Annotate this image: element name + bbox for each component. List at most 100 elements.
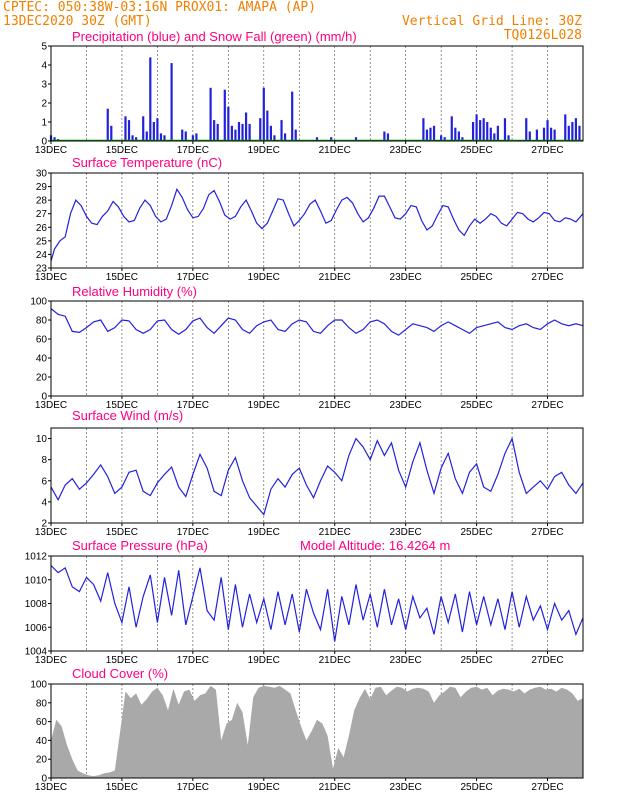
precipitation-bar [457, 131, 460, 141]
model-altitude-note: Model Altitude: 16.4264 m [300, 538, 450, 553]
pressure-line [50, 565, 584, 642]
precipitation-bar [227, 106, 230, 141]
precipitation-bar [181, 129, 184, 141]
precipitation-xtick-label: 15DEC [106, 145, 138, 156]
cloud-cover-panel: Cloud Cover (%) 0 20 40 60 80 100 13DEC 15DEC 17… [30, 666, 584, 793]
precipitation-xtick-label: 25DEC [460, 145, 492, 156]
precipitation-bar [106, 108, 109, 141]
precipitation-bar [259, 118, 262, 141]
precipitation-bar [479, 120, 482, 141]
precipitation-xtick-label: 21DEC [319, 145, 351, 156]
cloud-cover-xtick-label: 15DEC [106, 782, 138, 793]
precipitation-bar [578, 125, 581, 141]
precipitation-bar [425, 129, 429, 141]
temperature-xtick-label: 23DEC [390, 272, 422, 283]
wind-xtick-label: 15DEC [106, 527, 138, 538]
wind-ytick-label: 8 [41, 455, 47, 466]
cloud-cover-area [51, 685, 583, 778]
precipitation-bar [127, 120, 131, 141]
precipitation-bar [213, 120, 216, 141]
temperature-xtick-label: 21DEC [319, 272, 351, 283]
precipitation-xtick-label: 19DEC [248, 145, 280, 156]
precipitation-bar [553, 129, 556, 141]
precipitation-bar [315, 137, 319, 141]
pressure-ytick-label: 1008 [25, 599, 48, 610]
humidity-xtick-label: 23DEC [390, 400, 422, 411]
precipitation-bar [209, 87, 212, 141]
humidity-xtick-label: 19DEC [248, 400, 280, 411]
precipitation-bar [493, 133, 496, 141]
humidity-panel: Relative Humidity (%) 0 20 40 60 80 100 13DEC 1… [30, 284, 584, 411]
precipitation-bar [156, 118, 159, 141]
precipitation-bar [283, 133, 287, 141]
temperature-xtick-label: 17DEC [177, 272, 209, 283]
temperature-line [50, 187, 584, 262]
precipitation-bar [528, 131, 531, 141]
precipitation-ytick-label: 5 [41, 42, 47, 53]
precipitation-bar [152, 122, 155, 141]
temperature-frame [50, 172, 584, 269]
humidity-xtick-label: 13DEC [35, 400, 67, 411]
cloud-cover-xtick-label: 23DEC [390, 782, 422, 793]
wind-xtick-label: 21DEC [319, 527, 351, 538]
cloud-cover-ytick-label: 20 [36, 755, 48, 766]
precipitation-bar [223, 89, 226, 141]
pressure-xtick-label: 13DEC [35, 655, 67, 666]
pressure-panel: Surface Pressure (hPa) Model Altitude: 1… [25, 538, 584, 666]
precipitation-bar [525, 118, 528, 141]
wind-xtick-label: 19DEC [248, 527, 280, 538]
cloud-cover-title: Cloud Cover (%) [72, 666, 168, 681]
precipitation-bar [291, 91, 294, 141]
pressure-title: Surface Pressure (hPa) [72, 538, 208, 553]
precipitation-bar [432, 125, 436, 141]
precipitation-bar [234, 129, 237, 141]
temperature-xtick-label: 19DEC [248, 272, 280, 283]
pressure-ytick-label: 1004 [25, 647, 48, 658]
pressure-xtick-label: 17DEC [177, 655, 209, 666]
temperature-ytick-label: 29 [36, 182, 48, 193]
precipitation-bar [535, 129, 538, 141]
humidity-ytick-label: 100 [30, 297, 47, 308]
pressure-xtick-label: 19DEC [248, 655, 280, 666]
temperature-xtick-label: 13DEC [35, 272, 67, 283]
temperature-ytick-label: 26 [36, 223, 48, 234]
precipitation-bar [248, 123, 251, 141]
precipitation-bar [135, 137, 138, 141]
pressure-xtick-label: 15DEC [106, 655, 138, 666]
wind-xtick-label: 25DEC [460, 527, 492, 538]
precipitation-bar [110, 125, 113, 141]
temperature-ytick-label: 25 [36, 236, 48, 247]
precipitation-bar [131, 135, 134, 141]
humidity-line [50, 308, 584, 336]
temperature-xtick-label: 15DEC [106, 272, 138, 283]
precipitation-bar [191, 135, 194, 141]
pressure-xtick-label: 21DEC [319, 655, 351, 666]
cloud-cover-frame [50, 683, 584, 779]
pressure-ytick-label: 1006 [25, 623, 48, 634]
precipitation-bar [482, 118, 485, 141]
grid-note: Vertical Grid Line: 30Z [402, 14, 582, 29]
humidity-ytick-label: 0 [41, 392, 47, 403]
precipitation-bar [471, 122, 475, 141]
precipitation-bar [574, 118, 578, 141]
precipitation-bar [163, 135, 166, 141]
temperature-ytick-label: 28 [36, 196, 48, 207]
wind-xtick-label: 27DEC [531, 527, 563, 538]
temperature-panel: Surface Temperature (nC) 23 24 25 26 27 28 29 3… [35, 155, 584, 283]
precipitation-bar [354, 137, 358, 141]
location-header: CPTEC: 050:38W-03:16N PROX01: AMAPA (AP) [3, 0, 316, 15]
precipitation-xtick-label: 23DEC [390, 145, 422, 156]
cloud-cover-xtick-label: 25DEC [460, 782, 492, 793]
precipitation-bar [564, 114, 567, 141]
humidity-ytick-label: 20 [36, 373, 48, 384]
temperature-ytick-label: 27 [36, 209, 48, 220]
precipitation-bar [145, 131, 148, 141]
precipitation-bar [266, 110, 269, 141]
wind-ytick-label: 6 [41, 476, 47, 487]
humidity-ytick-label: 60 [36, 335, 48, 346]
precipitation-bar [142, 116, 145, 141]
humidity-xtick-label: 21DEC [319, 400, 351, 411]
precipitation-bar [443, 137, 446, 141]
precipitation-bar [262, 87, 265, 141]
